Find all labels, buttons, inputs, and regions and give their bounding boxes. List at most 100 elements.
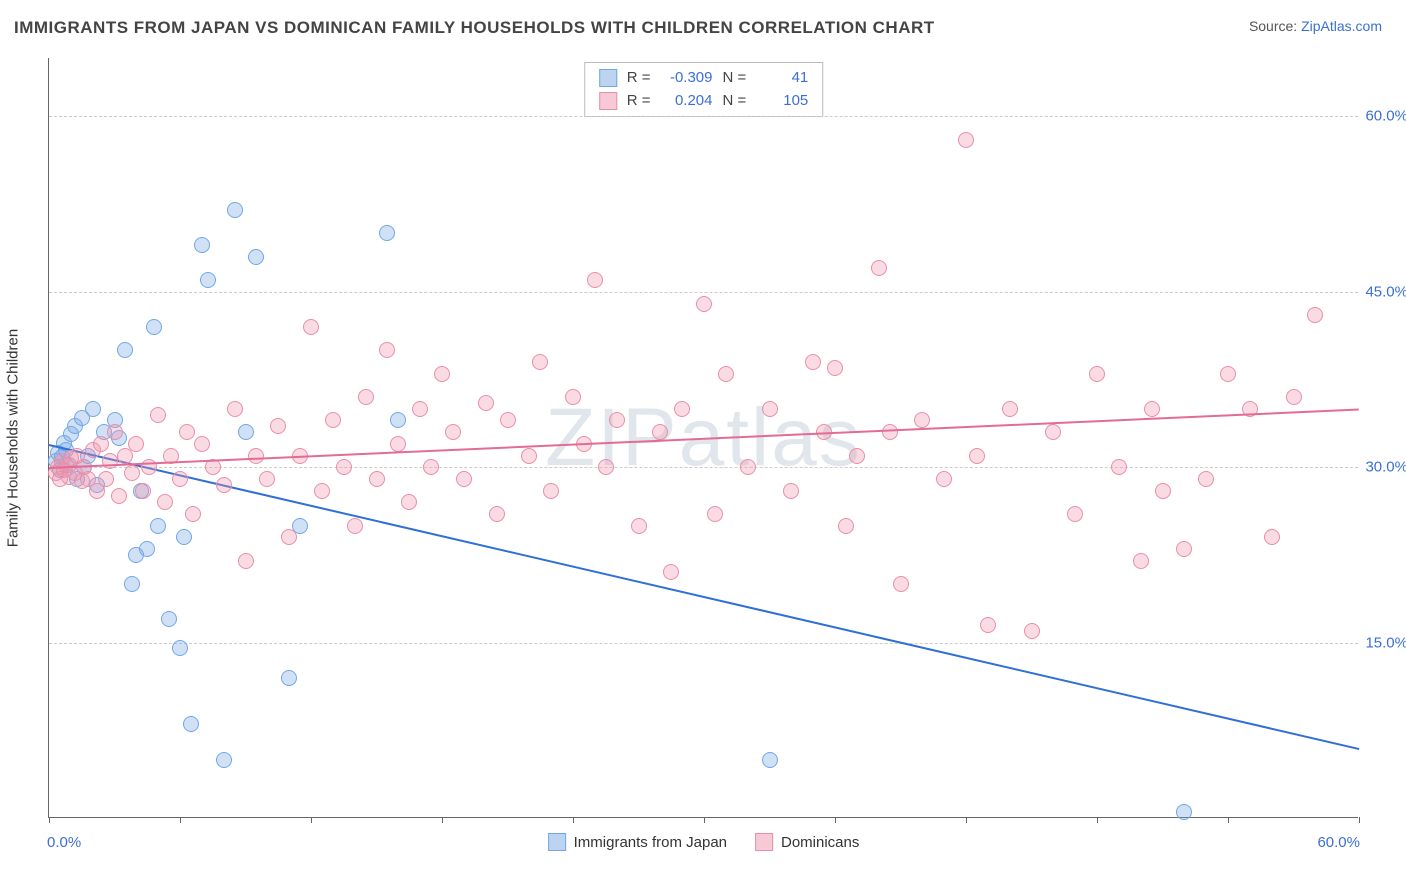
n-value-1: 41 <box>756 67 808 90</box>
data-point <box>882 424 898 440</box>
data-point <box>456 471 472 487</box>
r-value-1: -0.309 <box>661 67 713 90</box>
data-point <box>609 412 625 428</box>
data-point <box>423 459 439 475</box>
legend-label-1: Immigrants from Japan <box>574 834 727 851</box>
data-point <box>379 225 395 241</box>
data-point <box>434 366 450 382</box>
data-point <box>1024 623 1040 639</box>
data-point <box>135 483 151 499</box>
data-point <box>936 471 952 487</box>
data-point <box>762 401 778 417</box>
data-point <box>1133 553 1149 569</box>
r-label: R = <box>627 90 651 113</box>
data-point <box>111 488 127 504</box>
data-point <box>172 471 188 487</box>
data-point <box>838 518 854 534</box>
data-point <box>139 541 155 557</box>
data-point <box>270 418 286 434</box>
data-point <box>216 752 232 768</box>
data-point <box>718 366 734 382</box>
x-tick <box>442 817 443 823</box>
data-point <box>347 518 363 534</box>
chart-title: IMMIGRANTS FROM JAPAN VS DOMINICAN FAMIL… <box>14 18 935 38</box>
data-point <box>107 424 123 440</box>
data-point <box>390 412 406 428</box>
source-link[interactable]: ZipAtlas.com <box>1301 18 1382 34</box>
x-tick <box>180 817 181 823</box>
data-point <box>238 553 254 569</box>
data-point <box>1144 401 1160 417</box>
data-point <box>1111 459 1127 475</box>
data-point <box>805 354 821 370</box>
data-point <box>390 436 406 452</box>
data-point <box>783 483 799 499</box>
data-point <box>401 494 417 510</box>
data-point <box>194 436 210 452</box>
data-point <box>336 459 352 475</box>
data-point <box>412 401 428 417</box>
legend-swatch-2 <box>755 833 773 851</box>
x-tick <box>704 817 705 823</box>
y-tick-label: 30.0% <box>1362 459 1406 476</box>
data-point <box>157 494 173 510</box>
x-tick <box>1359 817 1360 823</box>
data-point <box>598 459 614 475</box>
legend-item-1: Immigrants from Japan <box>548 833 727 851</box>
data-point <box>281 529 297 545</box>
data-point <box>146 319 162 335</box>
data-point <box>325 412 341 428</box>
data-point <box>98 471 114 487</box>
gridline <box>49 467 1358 468</box>
data-point <box>1220 366 1236 382</box>
data-point <box>369 471 385 487</box>
data-point <box>200 272 216 288</box>
scatter-chart: Family Households with Children ZIPatlas… <box>48 58 1358 818</box>
data-point <box>445 424 461 440</box>
data-point <box>478 395 494 411</box>
n-value-2: 105 <box>756 90 808 113</box>
data-point <box>248 448 264 464</box>
stats-row-series-2: R = 0.204 N = 105 <box>599 90 809 113</box>
data-point <box>259 471 275 487</box>
data-point <box>674 401 690 417</box>
x-tick <box>311 817 312 823</box>
data-point <box>696 296 712 312</box>
data-point <box>1198 471 1214 487</box>
data-point <box>185 506 201 522</box>
source-attribution: Source: ZipAtlas.com <box>1249 18 1382 34</box>
y-tick-label: 60.0% <box>1362 108 1406 125</box>
data-point <box>379 342 395 358</box>
x-tick <box>966 817 967 823</box>
data-point <box>176 529 192 545</box>
bottom-legend: Immigrants from Japan Dominicans <box>548 833 860 851</box>
legend-label-2: Dominicans <box>781 834 859 851</box>
data-point <box>1307 307 1323 323</box>
y-axis-title: Family Households with Children <box>5 328 22 546</box>
data-point <box>958 132 974 148</box>
x-tick <box>573 817 574 823</box>
x-axis-min-label: 0.0% <box>47 834 81 851</box>
data-point <box>194 237 210 253</box>
gridline <box>49 116 1358 117</box>
data-point <box>172 640 188 656</box>
data-point <box>102 453 118 469</box>
data-point <box>871 260 887 276</box>
data-point <box>281 670 297 686</box>
data-point <box>740 459 756 475</box>
gridline <box>49 643 1358 644</box>
data-point <box>238 424 254 440</box>
gridline <box>49 292 1358 293</box>
data-point <box>85 401 101 417</box>
data-point <box>565 389 581 405</box>
r-value-2: 0.204 <box>661 90 713 113</box>
data-point <box>1155 483 1171 499</box>
data-point <box>1002 401 1018 417</box>
n-label: N = <box>723 90 747 113</box>
y-tick-label: 15.0% <box>1362 634 1406 651</box>
source-label: Source: <box>1249 18 1297 34</box>
data-point <box>303 319 319 335</box>
data-point <box>489 506 505 522</box>
data-point <box>500 412 516 428</box>
data-point <box>1067 506 1083 522</box>
